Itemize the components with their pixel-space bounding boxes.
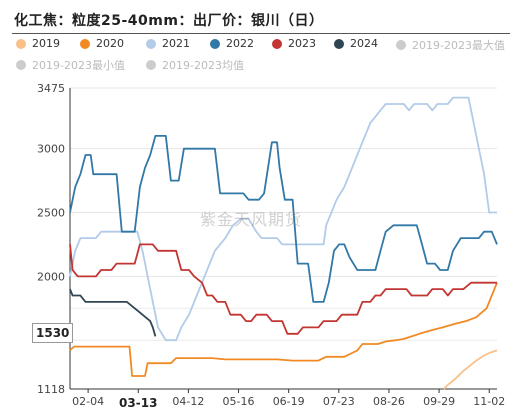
legend-item-min[interactable]: 2019-2023最小值 bbox=[16, 57, 125, 73]
legend-label-min: 2019-2023最小值 bbox=[32, 59, 125, 72]
series-line-2020 bbox=[69, 282, 498, 377]
legend-item-2024[interactable]: 2024 bbox=[334, 37, 378, 50]
legend-item-2023[interactable]: 2023 bbox=[272, 37, 316, 50]
legend-swatch-2024 bbox=[334, 38, 344, 49]
legend-item-mean[interactable]: 2019-2023均值 bbox=[146, 57, 244, 73]
legend-label-2020: 2020 bbox=[96, 37, 124, 50]
legend-swatch-2019 bbox=[16, 38, 26, 49]
watermark: 紫金天风期货 bbox=[200, 210, 303, 229]
x-tick-label: 06-19 bbox=[273, 395, 305, 408]
legend-item-2019[interactable]: 2019 bbox=[16, 37, 60, 50]
legend-swatch-2023 bbox=[272, 38, 282, 49]
legend-label-mean: 2019-2023均值 bbox=[162, 59, 244, 72]
legend-swatch-max bbox=[396, 40, 406, 50]
legend-swatch-min bbox=[16, 60, 26, 70]
legend-label-2022: 2022 bbox=[226, 37, 254, 50]
series-line-2019 bbox=[443, 349, 498, 390]
legend-item-2022[interactable]: 2022 bbox=[210, 37, 254, 50]
x-tick-label: 08-26 bbox=[373, 395, 405, 408]
legend-swatch-2020 bbox=[80, 38, 90, 49]
series-line-2023 bbox=[69, 243, 497, 335]
y-tick-label: 2500 bbox=[37, 207, 65, 220]
legend-swatch-2022 bbox=[210, 38, 220, 49]
legend-label-2023: 2023 bbox=[288, 37, 316, 50]
x-tick-label-highlight: 03-13 bbox=[119, 396, 157, 410]
legend-label-max: 2019-2023最大值 bbox=[412, 39, 505, 52]
y-tick-label: 1118 bbox=[37, 383, 65, 396]
legend-label-2019: 2019 bbox=[32, 37, 60, 50]
y-tick-label: 2000 bbox=[37, 270, 65, 283]
legend-swatch-2021 bbox=[146, 38, 156, 49]
x-tick-label: 05-16 bbox=[223, 395, 255, 408]
y-tick-label: 3475 bbox=[37, 82, 65, 95]
title-divider bbox=[12, 33, 510, 34]
series-line-2021 bbox=[69, 96, 497, 342]
legend-label-2021: 2021 bbox=[162, 37, 190, 50]
legend-item-max[interactable]: 2019-2023最大值 bbox=[396, 37, 505, 53]
legend-item-2021[interactable]: 2021 bbox=[146, 37, 190, 50]
x-tick-label: 11-02 bbox=[473, 395, 505, 408]
legend-item-2020[interactable]: 2020 bbox=[80, 37, 124, 50]
series-line-2024 bbox=[69, 288, 157, 337]
y-tick-label: 3000 bbox=[37, 143, 65, 156]
x-tick-label: 07-23 bbox=[323, 395, 355, 408]
x-tick-label: 09-29 bbox=[423, 395, 455, 408]
legend-label-2024: 2024 bbox=[350, 37, 378, 50]
chart-title: 化工焦：粒度25-40mm：出厂价：银川（日） bbox=[14, 13, 324, 29]
x-tick-label: 02-04 bbox=[72, 395, 104, 408]
series-line-2022 bbox=[69, 135, 498, 303]
legend-swatch-mean bbox=[146, 60, 156, 70]
y-axis-highlight-badge: 1530 bbox=[32, 323, 74, 343]
x-tick-label: 04-12 bbox=[172, 395, 204, 408]
